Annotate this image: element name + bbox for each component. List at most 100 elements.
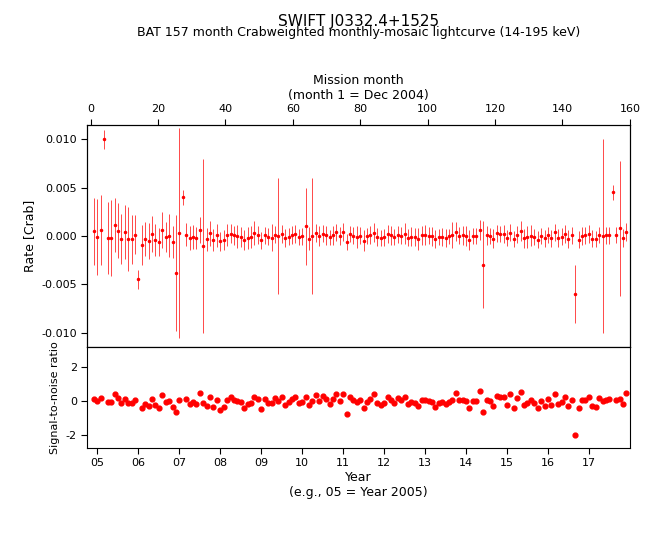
Point	[218, 403, 229, 412]
Point	[314, 397, 324, 406]
Point	[297, 397, 307, 406]
Point	[311, 390, 321, 399]
Point	[222, 396, 233, 405]
Point	[294, 399, 304, 407]
Point	[598, 396, 608, 405]
Point	[253, 395, 263, 404]
Point	[154, 403, 164, 412]
Point	[375, 401, 386, 409]
X-axis label: Year
(e.g., 05 = Year 2005): Year (e.g., 05 = Year 2005)	[289, 471, 428, 499]
Point	[229, 396, 239, 405]
Point	[202, 401, 212, 410]
Point	[324, 400, 335, 408]
Point	[109, 390, 120, 399]
Point	[478, 408, 488, 416]
Point	[256, 405, 266, 413]
Point	[454, 396, 464, 405]
Point	[451, 389, 461, 397]
Point	[567, 395, 577, 404]
Point	[526, 396, 536, 405]
Point	[468, 396, 478, 405]
Point	[550, 389, 560, 398]
Point	[191, 400, 202, 408]
Point	[236, 398, 246, 407]
Point	[396, 396, 406, 405]
Point	[318, 392, 328, 401]
Point	[539, 401, 550, 410]
Point	[120, 394, 130, 403]
Text: BAT 157 month Crabweighted monthly-mosaic lightcurve (14-195 keV): BAT 157 month Crabweighted monthly-mosai…	[137, 26, 580, 39]
Point	[242, 400, 253, 408]
Point	[246, 399, 256, 407]
Point	[300, 392, 311, 401]
Point	[488, 401, 499, 410]
Point	[608, 302, 618, 311]
Point	[536, 396, 547, 405]
Point	[348, 396, 359, 405]
Point	[399, 393, 410, 402]
Point	[127, 399, 137, 407]
Point	[103, 397, 113, 406]
Point	[556, 398, 567, 407]
Point	[140, 399, 151, 408]
Point	[495, 393, 505, 402]
Point	[389, 399, 399, 408]
Point	[386, 395, 396, 404]
Point	[614, 395, 625, 403]
Point	[208, 402, 218, 411]
Point	[587, 402, 598, 411]
Point	[273, 396, 284, 405]
Point	[553, 400, 563, 408]
Point	[601, 395, 611, 404]
Point	[580, 395, 590, 404]
Point	[423, 396, 433, 405]
Point	[198, 399, 209, 407]
Point	[304, 401, 314, 409]
Point	[508, 403, 519, 412]
Point	[232, 397, 242, 406]
Point	[355, 396, 366, 405]
Point	[433, 399, 444, 407]
Point	[523, 399, 533, 407]
Point	[532, 403, 543, 412]
Point	[167, 403, 178, 412]
Point	[393, 394, 403, 403]
Point	[280, 400, 290, 409]
Point	[331, 390, 342, 399]
Point	[96, 394, 106, 402]
Y-axis label: Signal-to-noise ratio: Signal-to-noise ratio	[50, 341, 60, 454]
Point	[307, 396, 318, 405]
Point	[239, 403, 249, 412]
Point	[430, 403, 441, 412]
Point	[174, 396, 185, 405]
Point	[263, 398, 273, 407]
Point	[584, 393, 594, 402]
Text: SWIFT J0332.4+1525: SWIFT J0332.4+1525	[278, 14, 439, 29]
Point	[130, 395, 140, 404]
Point	[519, 401, 529, 409]
Point	[270, 394, 280, 402]
Point	[590, 403, 601, 412]
Point	[441, 400, 451, 409]
Point	[512, 394, 523, 402]
Point	[328, 395, 338, 403]
Point	[338, 390, 348, 399]
Point	[276, 393, 287, 401]
Point	[161, 397, 171, 406]
Point	[164, 396, 174, 405]
Point	[366, 395, 376, 403]
Point	[529, 399, 539, 408]
Point	[481, 395, 492, 404]
Point	[382, 393, 393, 401]
Point	[116, 399, 127, 407]
Point	[335, 397, 345, 406]
Point	[413, 402, 423, 411]
Point	[147, 395, 157, 403]
Point	[249, 393, 260, 401]
Point	[484, 397, 495, 406]
Point	[157, 391, 167, 400]
Point	[547, 401, 557, 409]
Point	[345, 393, 355, 401]
Point	[123, 398, 133, 407]
Point	[321, 395, 331, 403]
